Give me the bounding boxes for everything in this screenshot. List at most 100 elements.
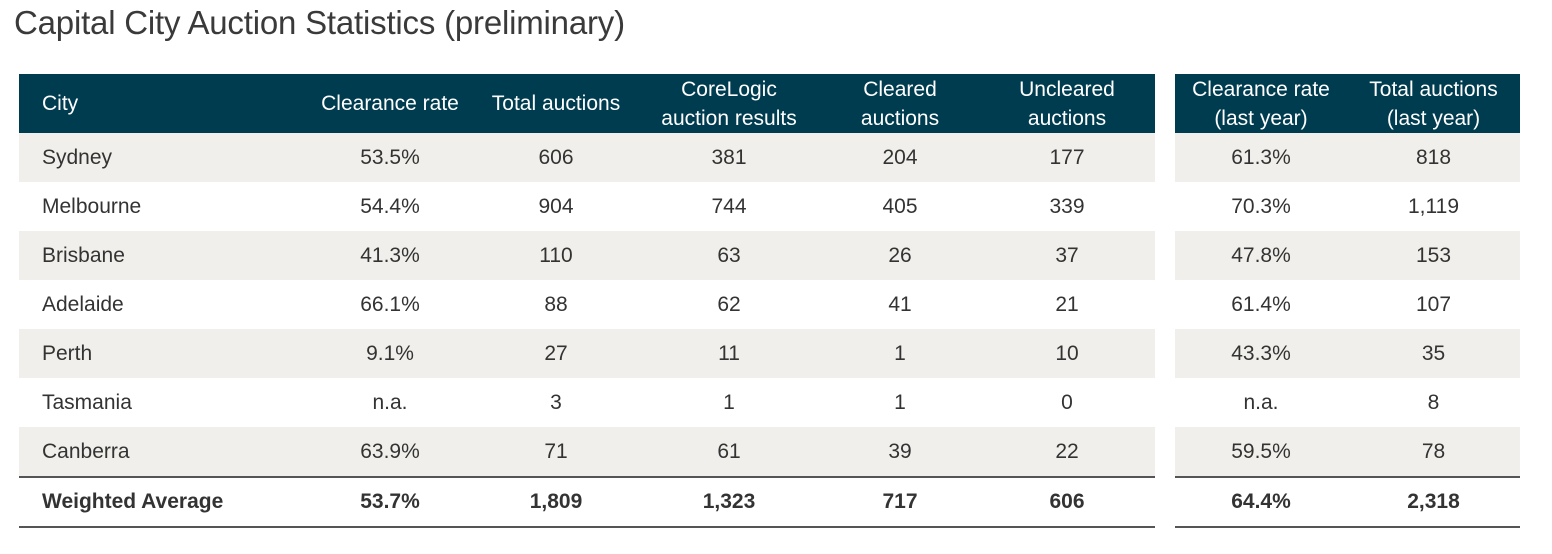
- cell-clearance-rate: 41.3%: [360, 243, 420, 267]
- cell-total-auctions-last-year: 153: [1415, 243, 1452, 267]
- header-uncleared: Uncleared auctions: [979, 75, 1155, 133]
- table-body: 61.3% 818 70.3% 1,119 47.8% 153 61.4% 10…: [1175, 133, 1520, 528]
- cell-total-auctions-last-year: 8: [1427, 390, 1440, 414]
- cell-corelogic: 63: [717, 243, 741, 267]
- cell-cleared: 26: [888, 243, 912, 267]
- cell-cleared: 1: [894, 341, 906, 365]
- cell-corelogic: 381: [711, 145, 747, 169]
- cell-clearance-rate: 54.4%: [360, 194, 420, 218]
- table-row: 59.5% 78: [1175, 427, 1520, 476]
- cell-clearance-rate: 53.5%: [360, 145, 420, 169]
- header-total-auctions-last-year: Total auctions (last year): [1347, 75, 1520, 133]
- table-row: Tasmania n.a. 3 1 1 0: [19, 378, 1155, 427]
- cell-city: Weighted Average: [42, 490, 224, 513]
- cell-clearance-rate-last-year: n.a.: [1243, 390, 1279, 414]
- header-uncleared-line2: auctions: [1027, 106, 1107, 130]
- cell-corelogic: 61: [717, 439, 741, 463]
- cell-cleared: 204: [882, 145, 918, 169]
- cell-clearance-rate-last-year: 47.8%: [1231, 243, 1291, 267]
- table-header: City Clearance rate Total auctions CoreL…: [19, 74, 1155, 133]
- header-clearance-rate: Clearance rate: [321, 92, 459, 115]
- cell-uncleared: 10: [1055, 341, 1079, 365]
- cell-cleared: 1: [894, 390, 906, 414]
- table-row: 70.3% 1,119: [1175, 182, 1520, 231]
- header-total-auctions: Total auctions: [491, 92, 621, 115]
- cell-total-auctions: 1,809: [529, 490, 583, 513]
- cell-total-auctions-last-year: 2,318: [1407, 490, 1460, 513]
- weighted-average-row: 64.4% 2,318: [1175, 476, 1520, 528]
- cell-uncleared: 22: [1055, 439, 1079, 463]
- cell-city: Tasmania: [42, 390, 132, 414]
- cell-total-auctions-last-year: 1,119: [1408, 194, 1459, 218]
- table-row: 61.4% 107: [1175, 280, 1520, 329]
- cell-total-auctions: 110: [539, 243, 573, 267]
- cell-cleared: 41: [888, 292, 912, 316]
- header-cr-last-line1: Clearance rate: [1192, 77, 1330, 101]
- header-ta-last-line2: (last year): [1386, 106, 1481, 130]
- header-city: City: [42, 92, 79, 115]
- cell-total-auctions-last-year: 35: [1421, 341, 1446, 365]
- table-row: Perth 9.1% 27 11 1 10: [19, 329, 1155, 378]
- table-row: 61.3% 818: [1175, 133, 1520, 182]
- cell-total-auctions-last-year: 107: [1415, 292, 1452, 316]
- cell-city: Canberra: [42, 439, 130, 463]
- cell-clearance-rate-last-year: 61.3%: [1231, 145, 1291, 169]
- table-row: 43.3% 35: [1175, 329, 1520, 378]
- cell-city: Brisbane: [42, 243, 125, 267]
- cell-clearance-rate-last-year: 64.4%: [1231, 490, 1291, 513]
- cell-uncleared: 37: [1055, 243, 1079, 267]
- table-row: Sydney 53.5% 606 381 204 177: [19, 133, 1155, 182]
- table-row: Adelaide 66.1% 88 62 41 21: [19, 280, 1155, 329]
- page-title: Capital City Auction Statistics (prelimi…: [14, 4, 625, 41]
- header-uncleared-line1: Uncleared: [1019, 77, 1115, 101]
- cell-uncleared: 606: [1049, 490, 1085, 513]
- header-corelogic: CoreLogic auction results: [637, 75, 821, 133]
- cell-city: Melbourne: [42, 194, 142, 218]
- table-body: Sydney 53.5% 606 381 204 177 Melbourne 5…: [19, 133, 1155, 528]
- cell-clearance-rate-last-year: 59.5%: [1231, 439, 1291, 463]
- cell-corelogic: 1: [723, 390, 735, 414]
- cell-total-auctions: 71: [544, 439, 568, 463]
- cell-uncleared: 0: [1061, 390, 1073, 414]
- table-row: Canberra 63.9% 71 61 39 22: [19, 427, 1155, 476]
- cell-total-auctions: 904: [538, 194, 574, 218]
- cell-cleared: 717: [882, 490, 918, 513]
- table-row: n.a. 8: [1175, 378, 1520, 427]
- cell-city: Sydney: [42, 145, 113, 169]
- cell-corelogic: 11: [718, 341, 740, 365]
- cell-total-auctions-last-year: 78: [1421, 439, 1446, 463]
- cell-clearance-rate: 9.1%: [366, 341, 414, 365]
- cell-cleared: 405: [882, 194, 918, 218]
- cell-total-auctions: 3: [550, 390, 562, 414]
- table-header: Clearance rate (last year) Total auction…: [1175, 74, 1520, 133]
- cell-city: Adelaide: [42, 292, 124, 316]
- weighted-average-row: Weighted Average 53.7% 1,809 1,323 717 6…: [19, 476, 1155, 528]
- cell-clearance-rate: 66.1%: [360, 292, 420, 316]
- header-cr-last-line2: (last year): [1214, 106, 1308, 130]
- cell-corelogic: 62: [717, 292, 741, 316]
- header-cleared: Cleared auctions: [821, 75, 979, 133]
- cell-total-auctions: 27: [544, 341, 568, 365]
- header-corelogic-line2: auction results: [661, 106, 797, 130]
- cell-total-auctions: 606: [538, 145, 574, 169]
- cell-clearance-rate-last-year: 61.4%: [1231, 292, 1291, 316]
- cell-corelogic: 1,323: [702, 490, 756, 513]
- cell-clearance-rate-last-year: 70.3%: [1231, 194, 1291, 218]
- header-cleared-line2: auctions: [860, 106, 940, 130]
- current-stats-table: City Clearance rate Total auctions CoreL…: [19, 74, 1155, 528]
- cell-corelogic: 744: [711, 194, 747, 218]
- table-row: Brisbane 41.3% 110 63 26 37: [19, 231, 1155, 280]
- cell-uncleared: 21: [1055, 292, 1079, 316]
- cell-clearance-rate: 53.7%: [360, 490, 420, 513]
- cell-clearance-rate: n.a.: [372, 390, 408, 414]
- cell-clearance-rate-last-year: 43.3%: [1231, 341, 1291, 365]
- table-row: Melbourne 54.4% 904 744 405 339: [19, 182, 1155, 231]
- header-clearance-rate-last-year: Clearance rate (last year): [1175, 75, 1347, 133]
- cell-cleared: 39: [888, 439, 912, 463]
- cell-uncleared: 177: [1049, 145, 1085, 169]
- cell-total-auctions: 88: [544, 292, 568, 316]
- table-row: 47.8% 153: [1175, 231, 1520, 280]
- header-corelogic-line1: CoreLogic: [681, 77, 777, 101]
- header-ta-last-line1: Total auctions: [1369, 77, 1498, 101]
- cell-total-auctions-last-year: 818: [1415, 145, 1452, 169]
